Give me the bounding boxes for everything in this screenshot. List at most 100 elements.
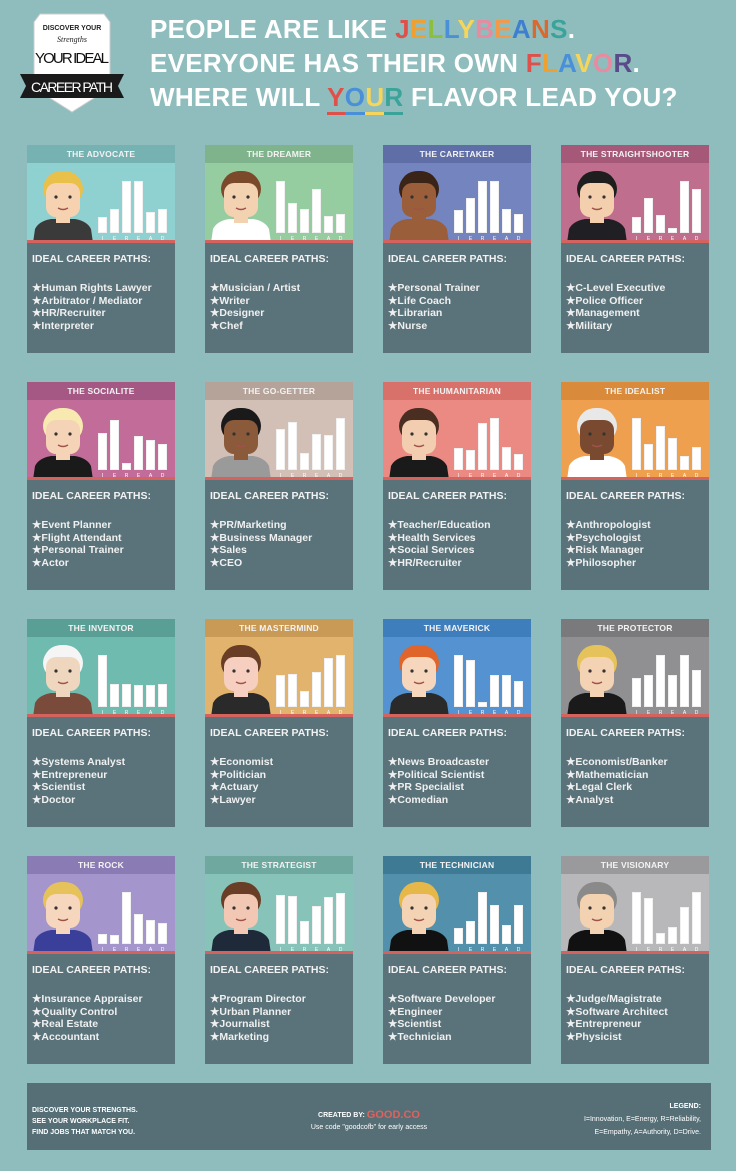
career-item: ★Life Coach <box>388 294 452 307</box>
avatar-portrait <box>211 171 271 240</box>
career-item: ★News Broadcaster <box>388 756 490 768</box>
avatar-portrait <box>389 171 449 240</box>
career-list: ★Judge/Magistrate ★Software Architect ★Ent… <box>566 993 709 1043</box>
career-item: ★Musician / Artist <box>210 282 301 294</box>
bar-label: D <box>516 473 521 479</box>
personality-card: THE GO-GETTER I E R E A D IDEAL CAREER PATHS:… <box>205 382 353 590</box>
career-item: ★Entrepreneur <box>32 768 108 781</box>
badge-line4: CAREER PATH <box>31 79 113 95</box>
bar-A <box>502 924 511 944</box>
career-paths-heading: IDEAL CAREER PATHS: <box>32 253 152 265</box>
title-segment: U <box>365 82 385 115</box>
career-item: ★Psychologist <box>566 531 641 544</box>
avatar-portrait <box>567 882 627 951</box>
career-paths-heading: IDEAL CAREER PATHS: <box>210 253 330 265</box>
bar-E <box>466 450 475 470</box>
career-item: ★Mathematician <box>566 768 649 781</box>
bar-E <box>644 444 653 470</box>
bar-D <box>158 683 167 707</box>
goodco-logo[interactable]: GOOD.CO <box>366 1109 420 1121</box>
avatar-portrait <box>211 645 271 714</box>
bar-label: I <box>101 473 104 479</box>
career-item: ★Nurse <box>388 319 428 332</box>
title-segment: L <box>443 14 458 44</box>
bar-label: I <box>101 236 104 242</box>
footer-tagline-3: FIND JOBS THAT MATCH YOU. <box>32 1129 136 1136</box>
bar-R <box>656 932 665 944</box>
bar-label: I <box>635 236 638 242</box>
bar-R <box>478 181 487 233</box>
bar-label: A <box>148 473 153 479</box>
footer: DISCOVER YOUR STRENGTHS. SEE YOUR WORKPL… <box>27 1083 711 1150</box>
title-segment: S <box>550 14 568 44</box>
title-segment: E <box>494 14 512 44</box>
avatar-portrait <box>33 408 93 477</box>
avatar-portrait <box>389 645 449 714</box>
title-segment: V <box>575 48 593 78</box>
bar-I <box>98 933 107 944</box>
bar-label: A <box>326 947 331 953</box>
bar-label: R <box>302 710 307 716</box>
card-title: THE ADVOCATE <box>27 145 175 163</box>
bar-E <box>312 188 321 233</box>
bar-label: E <box>492 236 497 242</box>
bar-I <box>632 892 641 944</box>
bar-R <box>300 920 309 944</box>
personality-card: THE VISIONARY I E R E A D IDEAL CAREER PATHS:… <box>561 856 709 1064</box>
career-item: ★PR/Marketing <box>210 519 287 531</box>
bar-label: E <box>468 473 473 479</box>
bar-E <box>490 905 499 944</box>
personality-card: THE DREAMER I E R E A D IDEAL CAREER PATHS: ★… <box>205 145 353 353</box>
bar-label: A <box>148 947 153 953</box>
bar-D <box>514 454 523 470</box>
career-item: ★Politician <box>210 768 267 781</box>
bar-label: E <box>290 473 295 479</box>
career-item: ★Comedian <box>388 793 449 806</box>
career-list: ★Software Developer ★Engineer ★Scientist ★T… <box>388 993 531 1043</box>
title-segment: L <box>541 48 559 78</box>
title-segment: O <box>592 48 614 78</box>
bar-label: R <box>480 947 485 953</box>
career-paths-heading: IDEAL CAREER PATHS: <box>388 727 508 739</box>
career-paths-heading: IDEAL CAREER PATHS: <box>32 727 152 739</box>
bar-I <box>276 429 285 470</box>
bar-I <box>632 418 641 470</box>
career-item: ★HR/Recruiter <box>32 307 106 320</box>
title-segment: N <box>530 14 551 44</box>
bar-label: R <box>480 710 485 716</box>
career-item: ★Teacher/Education <box>388 519 491 531</box>
bar-label: D <box>694 710 699 716</box>
bar-I <box>98 655 107 707</box>
bar-label: R <box>124 473 129 479</box>
card-title: THE MAVERICK <box>383 619 531 637</box>
bar-label: D <box>160 710 165 716</box>
career-item: ★Philosopher <box>566 556 637 569</box>
bar-label: R <box>658 236 663 242</box>
card-title: THE VISIONARY <box>561 856 709 874</box>
bar-E <box>466 197 475 233</box>
career-item: ★Event Planner <box>32 519 112 531</box>
avatar-portrait <box>211 882 271 951</box>
bar-E <box>134 181 143 233</box>
bar-A <box>324 657 333 707</box>
career-item: ★Software Developer <box>388 993 496 1005</box>
career-item: ★Program Director <box>210 993 306 1005</box>
personality-card: THE SOCIALITE I E R E A D IDEAL CAREER PATHS:… <box>27 382 175 590</box>
bar-label: R <box>124 236 129 242</box>
bar-A <box>502 674 511 707</box>
title-segment: R <box>613 48 633 78</box>
card-title: THE INVENTOR <box>27 619 175 637</box>
bar-I <box>276 894 285 944</box>
career-item: ★PR Specialist <box>388 781 464 794</box>
